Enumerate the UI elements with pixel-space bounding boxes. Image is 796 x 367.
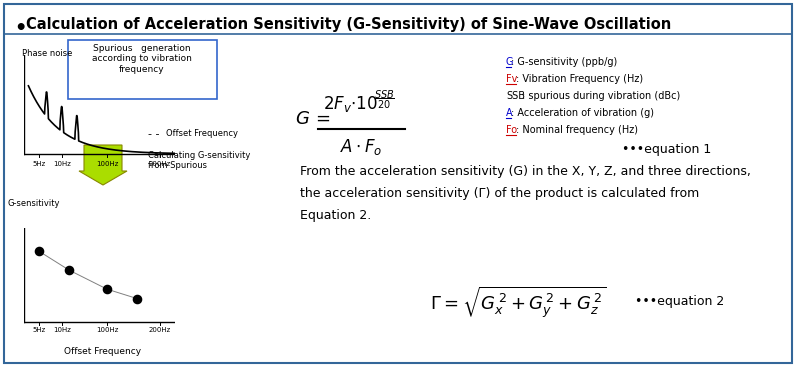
Text: Equation 2.: Equation 2.	[300, 209, 371, 222]
Text: : Nominal frequency (Hz): : Nominal frequency (Hz)	[517, 125, 638, 135]
FancyBboxPatch shape	[4, 4, 792, 363]
Text: 200Hz: 200Hz	[149, 327, 171, 333]
Text: •••equation 1: •••equation 1	[622, 142, 712, 156]
Text: $G\,=$: $G\,=$	[295, 110, 330, 128]
Polygon shape	[79, 145, 127, 185]
Point	[131, 296, 144, 302]
FancyBboxPatch shape	[68, 40, 217, 99]
Text: G-sensitivity: G-sensitivity	[8, 199, 60, 208]
Text: 10Hz: 10Hz	[53, 161, 71, 167]
Text: 200Hz: 200Hz	[149, 161, 171, 167]
Text: the acceleration sensitivity (Γ) of the product is calculated from: the acceleration sensitivity (Γ) of the …	[300, 187, 699, 200]
Text: Spurious   generation
according to vibration
frequency: Spurious generation according to vibrati…	[92, 44, 192, 74]
Point	[63, 267, 76, 273]
Text: : Acceleration of vibration (g): : Acceleration of vibration (g)	[511, 108, 654, 118]
Point	[100, 286, 114, 292]
Text: : Vibration Frequency (Hz): : Vibration Frequency (Hz)	[517, 74, 643, 84]
Text: Fv: Fv	[506, 74, 517, 84]
Text: $A \cdot F_o$: $A \cdot F_o$	[340, 137, 382, 157]
Text: Fo: Fo	[506, 125, 517, 135]
Text: •••equation 2: •••equation 2	[635, 295, 724, 309]
Text: : spurious during vibration (dBc): : spurious during vibration (dBc)	[521, 91, 680, 101]
Text: Calculation of Acceleration Sensitivity (G-Sensitivity) of Sine-Wave Oscillation: Calculation of Acceleration Sensitivity …	[26, 17, 671, 32]
Text: Calculating G-sensitivity
from Spurious: Calculating G-sensitivity from Spurious	[148, 151, 251, 170]
Text: From the acceleration sensitivity (G) in the X, Y, Z, and three directions,: From the acceleration sensitivity (G) in…	[300, 165, 751, 178]
Text: Offset Frequency: Offset Frequency	[166, 130, 238, 138]
Text: 10Hz: 10Hz	[53, 327, 71, 333]
Text: - -: - -	[148, 129, 159, 139]
Text: A: A	[506, 108, 513, 118]
Text: $\Gamma = \sqrt{G_x^{\,2} + G_y^{\,2} + G_z^{\,2}}$: $\Gamma = \sqrt{G_x^{\,2} + G_y^{\,2} + …	[430, 284, 607, 320]
Text: Phase noise: Phase noise	[22, 49, 72, 58]
Text: 100Hz: 100Hz	[96, 327, 119, 333]
Text: $2F_v{\cdot}10$: $2F_v{\cdot}10$	[323, 94, 378, 114]
Text: $SSB$: $SSB$	[374, 88, 395, 100]
Point	[33, 248, 45, 254]
Text: : G-sensitivity (ppb/g): : G-sensitivity (ppb/g)	[511, 57, 618, 67]
Text: $\overline{\ 20\ }$: $\overline{\ 20\ }$	[374, 97, 395, 112]
Text: 5Hz: 5Hz	[33, 327, 45, 333]
Text: 100Hz: 100Hz	[96, 161, 119, 167]
Text: 5Hz: 5Hz	[33, 161, 45, 167]
Text: SSB: SSB	[506, 91, 525, 101]
Text: Offset Frequency: Offset Frequency	[64, 346, 142, 356]
Text: •: •	[14, 19, 26, 38]
Text: G: G	[506, 57, 513, 67]
